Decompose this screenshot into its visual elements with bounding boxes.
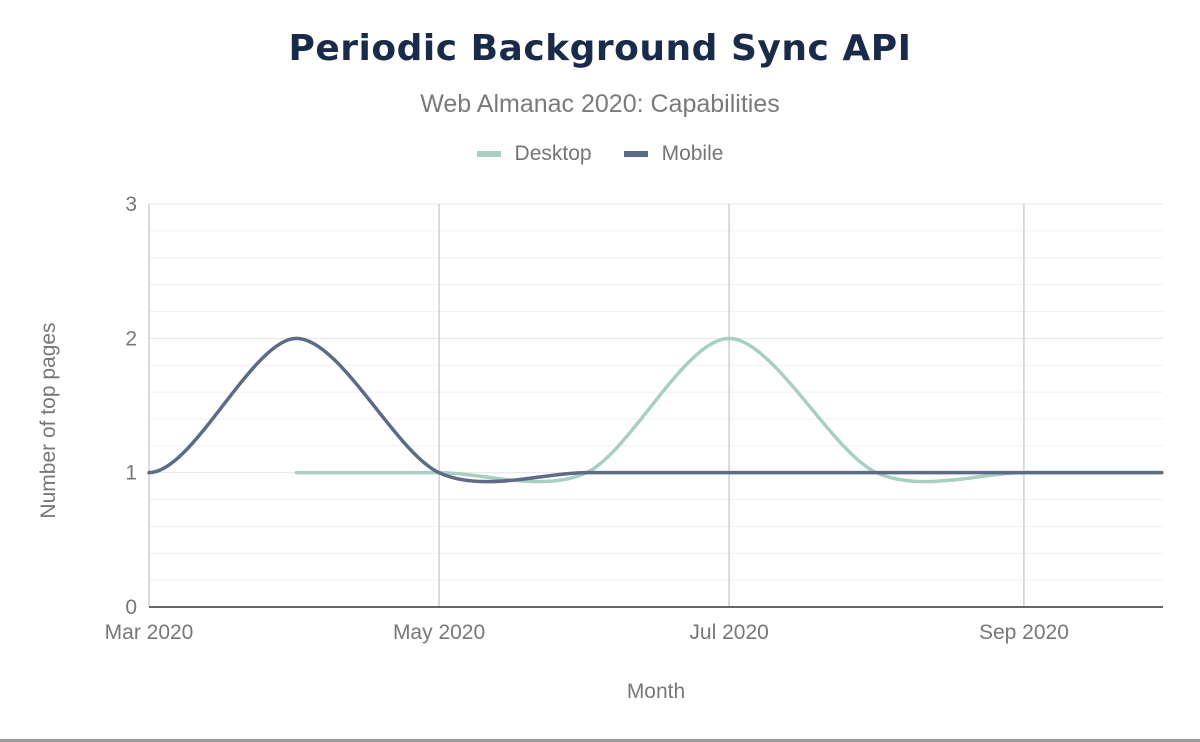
legend: Desktop Mobile [0, 142, 1200, 166]
legend-label-mobile: Mobile [661, 142, 724, 165]
y-axis-title: Number of top pages [37, 322, 60, 518]
y-tick-label: 0 [125, 596, 137, 619]
legend-item-mobile[interactable]: Mobile [623, 142, 724, 166]
x-tick-label: Sep 2020 [979, 621, 1069, 644]
y-tick-label: 2 [125, 327, 137, 350]
legend-swatch-mobile [623, 151, 648, 157]
x-tick-label: May 2020 [393, 621, 485, 644]
legend-swatch-desktop [476, 151, 501, 157]
chart-title: Periodic Background Sync API [288, 28, 912, 69]
series-line-mobile [147, 336, 1164, 484]
legend-item-desktop[interactable]: Desktop [476, 142, 592, 166]
x-axis-title: Month [627, 680, 685, 703]
legend-label-desktop: Desktop [514, 142, 592, 165]
y-tick-label: 3 [125, 193, 137, 216]
y-tick-label: 1 [125, 462, 137, 485]
chart-subtitle: Web Almanac 2020: Capabilities [420, 90, 780, 118]
bottom-divider [0, 739, 1200, 742]
x-tick-label: Mar 2020 [105, 621, 194, 644]
x-tick-label: Jul 2020 [689, 621, 768, 644]
